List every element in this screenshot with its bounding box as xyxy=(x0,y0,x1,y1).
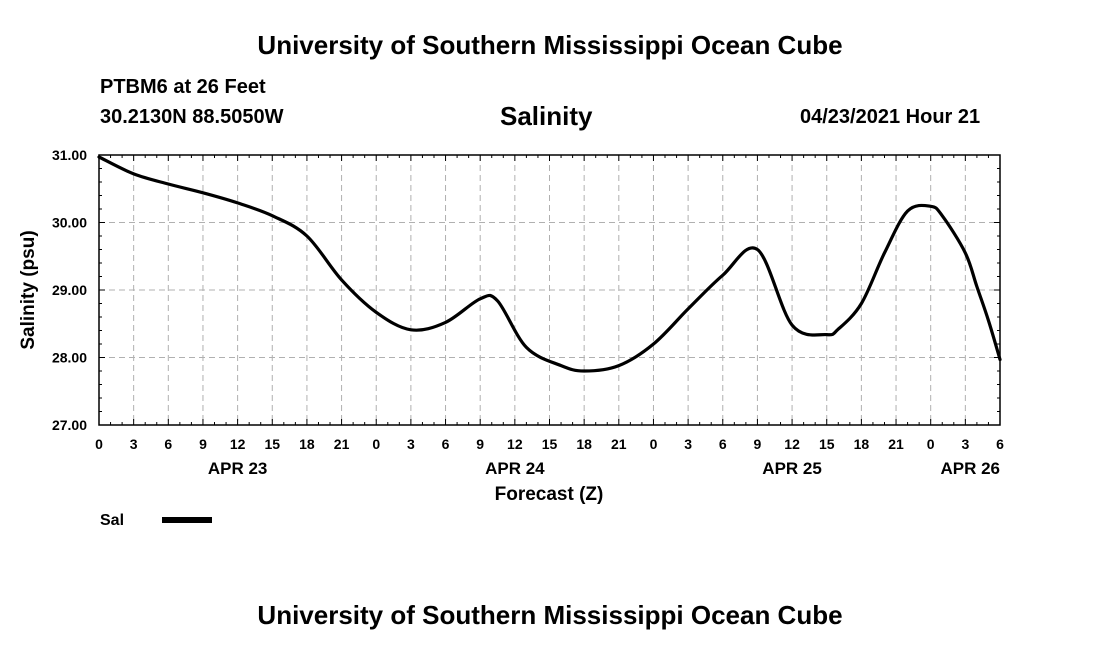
x-tick-label: 9 xyxy=(199,436,207,452)
x-tick-labels: 0 3 6 9 12 15 18 21 0 3 6 9 12 15 18 21 0 3 6 9 12 15 18 21 0 3 6 xyxy=(95,436,1004,452)
x-tick-label: 3 xyxy=(130,436,138,452)
date-label: APR 25 xyxy=(762,459,822,478)
x-tick-label: 18 xyxy=(854,436,870,452)
station-label: PTBM6 at 26 Feet xyxy=(100,76,266,98)
x-tick-label: 9 xyxy=(754,436,762,452)
x-tick-label: 12 xyxy=(507,436,523,452)
x-tick-label: 0 xyxy=(927,436,935,452)
y-axis-label: Salinity (psu) xyxy=(18,230,39,349)
y-tick-label: 31.00 xyxy=(52,147,87,163)
forecast-datetime: 04/23/2021 Hour 21 xyxy=(800,106,981,128)
date-label: APR 26 xyxy=(940,459,1000,478)
bottom-title: University of Southern Mississippi Ocean… xyxy=(257,600,843,630)
legend-label-sal: Sal xyxy=(100,512,124,529)
x-tick-label: 0 xyxy=(650,436,658,452)
date-label: APR 23 xyxy=(208,459,268,478)
x-tick-label: 12 xyxy=(230,436,246,452)
x-tick-label: 0 xyxy=(372,436,380,452)
x-tick-label: 6 xyxy=(442,436,450,452)
x-tick-label: 6 xyxy=(164,436,172,452)
date-labels: APR 23 APR 24 APR 25 APR 26 xyxy=(208,459,1000,478)
x-tick-label: 12 xyxy=(784,436,800,452)
y-tick-label: 30.00 xyxy=(52,215,87,231)
x-tick-label: 6 xyxy=(719,436,727,452)
y-tick-label: 29.00 xyxy=(52,282,87,298)
x-tick-label: 15 xyxy=(542,436,558,452)
x-tick-label: 21 xyxy=(611,436,627,452)
x-tick-label: 21 xyxy=(888,436,904,452)
x-tick-label: 18 xyxy=(299,436,315,452)
x-tick-label: 9 xyxy=(476,436,484,452)
x-tick-label: 21 xyxy=(334,436,350,452)
x-tick-label: 15 xyxy=(819,436,835,452)
series-line-sal xyxy=(97,155,1002,373)
x-tick-label: 0 xyxy=(95,436,103,452)
x-tick-label: 15 xyxy=(264,436,280,452)
station-coordinates: 30.2130N 88.5050W xyxy=(100,106,284,128)
x-tick-label: 3 xyxy=(407,436,415,452)
x-tick-label: 6 xyxy=(996,436,1004,452)
grid-lines xyxy=(99,155,1000,425)
x-tick-marks xyxy=(98,155,1001,425)
chart-title: Salinity xyxy=(500,101,593,131)
y-tick-marks xyxy=(99,154,1000,426)
y-tick-labels: 27.00 28.00 29.00 30.00 31.00 xyxy=(52,147,87,433)
x-tick-label: 3 xyxy=(684,436,692,452)
y-tick-label: 28.00 xyxy=(52,350,87,366)
y-tick-label: 27.00 xyxy=(52,417,87,433)
x-tick-label: 18 xyxy=(576,436,592,452)
x-tick-label: 3 xyxy=(961,436,969,452)
top-title: University of Southern Mississippi Ocean… xyxy=(257,30,843,60)
date-label: APR 24 xyxy=(485,459,545,478)
x-axis-label: Forecast (Z) xyxy=(495,484,604,505)
